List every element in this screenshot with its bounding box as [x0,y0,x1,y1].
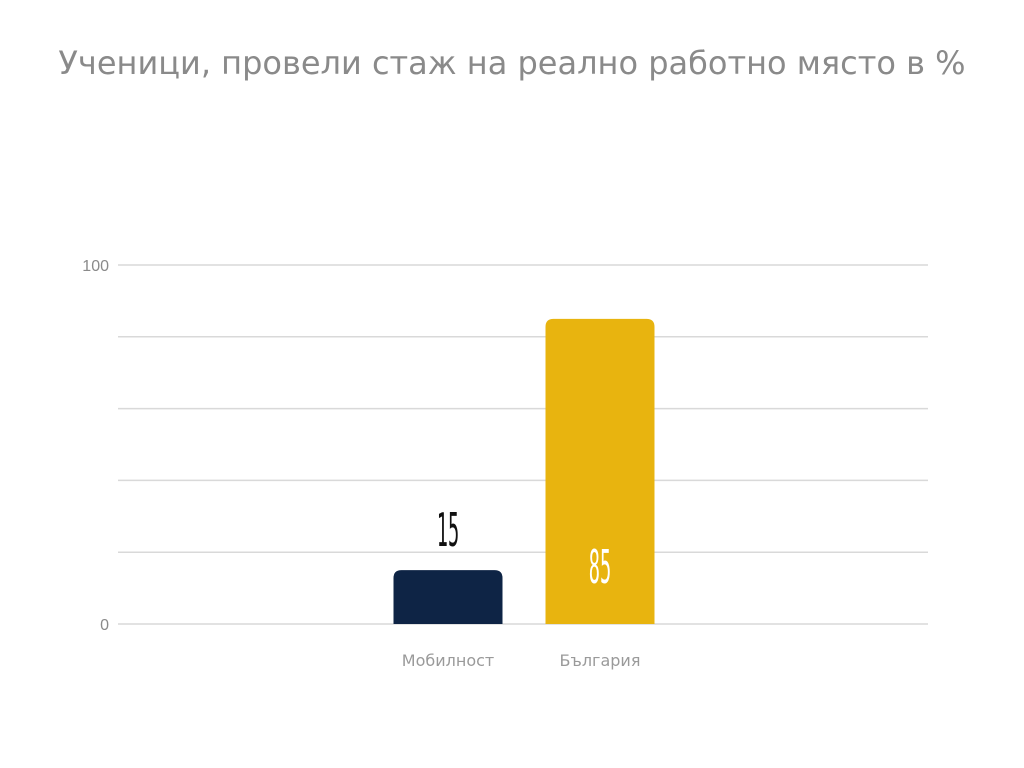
x-axis-categories: Мобилност България [402,651,641,670]
gridlines [118,264,928,625]
x-category-label: България [560,651,641,670]
bar-Мобилност [393,570,503,624]
bar-България [545,318,655,624]
y-axis-ticks: 0 100 [82,258,109,634]
bars [393,318,655,624]
y-tick-label: 100 [82,258,109,275]
x-category-label: Мобилност [402,651,494,670]
y-tick-label: 0 [100,617,109,634]
chart-title: Ученици, провели стаж на реално работно … [58,44,966,82]
data-label-България: 85 [589,541,611,595]
data-label-Мобилност: 15 [437,504,459,558]
